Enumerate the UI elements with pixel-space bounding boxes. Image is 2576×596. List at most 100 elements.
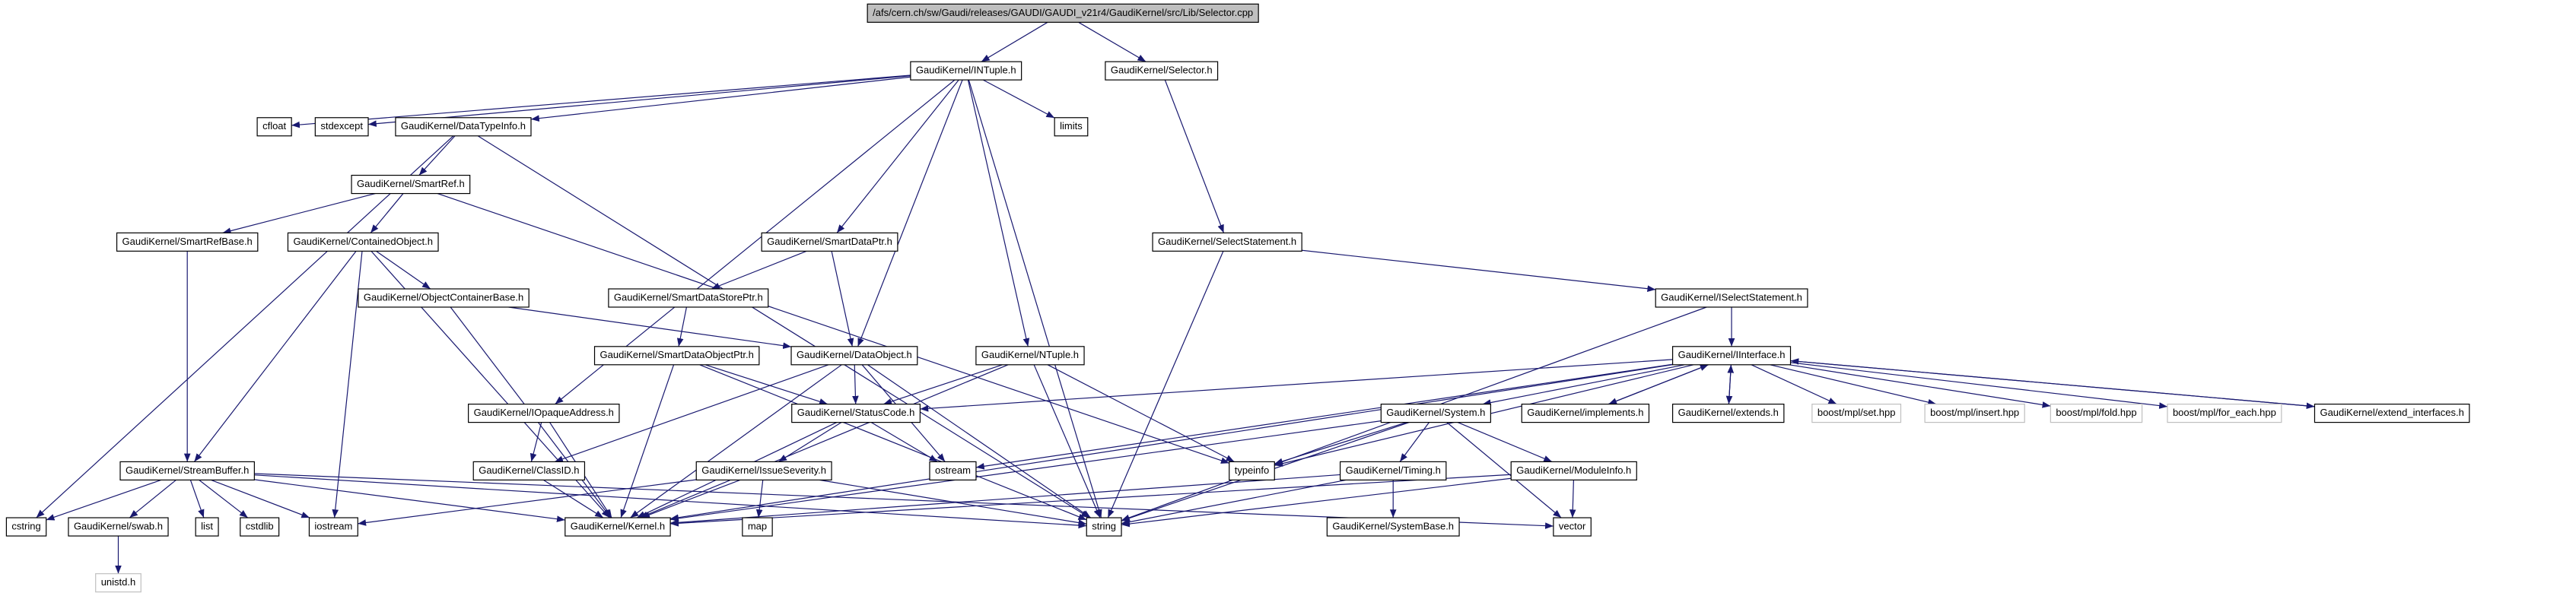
file-node[interactable]: GaudiKernel/NTuple.h <box>975 346 1085 366</box>
node-label: /afs/cern.ch/sw/Gaudi/releases/GAUDI/GAU… <box>873 7 1253 18</box>
include-edge <box>530 76 911 122</box>
file-node[interactable]: GaudiKernel/SmartDataPtr.h <box>761 232 898 252</box>
node-box <box>695 461 832 481</box>
include-edge <box>291 74 911 128</box>
file-node[interactable]: GaudiKernel/ModuleInfo.h <box>1510 461 1637 481</box>
node-box <box>910 61 1022 81</box>
node-box <box>1655 288 1808 308</box>
file-node[interactable]: unistd.h <box>95 573 142 593</box>
file-node[interactable]: GaudiKernel/IOpaqueAddress.h <box>468 404 620 423</box>
file-node[interactable]: iostream <box>308 517 358 537</box>
include-edge <box>477 135 1090 518</box>
include-edge <box>554 364 829 462</box>
file-node[interactable]: GaudiKernel/extends.h <box>1671 404 1785 423</box>
include-edge <box>867 364 1091 518</box>
node-box <box>2050 404 2143 423</box>
file-node[interactable]: GaudiKernel/ISelectStatement.h <box>1655 288 1808 308</box>
file-node[interactable]: boost/mpl/set.hpp <box>1811 404 1902 423</box>
file-node[interactable]: GaudiKernel/Timing.h <box>1339 461 1447 481</box>
node-box <box>1510 461 1637 481</box>
include-edge <box>1457 422 1553 462</box>
file-node[interactable]: boost/mpl/fold.hpp <box>2050 404 2143 423</box>
file-node[interactable]: GaudiKernel/SystemBase.h <box>1326 517 1460 537</box>
file-node[interactable]: GaudiKernel/SmartRefBase.h <box>116 232 259 252</box>
include-edge <box>1121 479 1347 525</box>
file-node[interactable]: GaudiKernel/SmartDataObjectPtr.h <box>593 346 760 366</box>
node-box <box>351 174 471 195</box>
include-edge <box>1399 422 1430 462</box>
node-label: cstring <box>11 520 40 531</box>
node-label: GaudiKernel/extends.h <box>1678 407 1779 418</box>
file-node[interactable]: GaudiKernel/SelectStatement.h <box>1152 232 1302 252</box>
file-node[interactable]: map <box>742 517 773 537</box>
file-node[interactable]: GaudiKernel/StreamBuffer.h <box>119 461 255 481</box>
node-box <box>95 573 142 593</box>
include-edge <box>189 480 205 518</box>
file-node[interactable]: GaudiKernel/IssueSeverity.h <box>695 461 832 481</box>
file-node[interactable]: GaudiKernel/DataObject.h <box>790 346 918 366</box>
include-edge <box>1078 21 1146 62</box>
file-node[interactable]: GaudiKernel/ContainedObject.h <box>287 232 439 252</box>
include-edge <box>982 79 1055 119</box>
file-node[interactable]: GaudiKernel/Selector.h <box>1105 61 1219 81</box>
node-label: GaudiKernel/SmartRefBase.h <box>122 236 253 247</box>
file-node[interactable]: /afs/cern.ch/sw/Gaudi/releases/GAUDI/GAU… <box>867 3 1259 23</box>
file-node[interactable]: GaudiKernel/System.h <box>1380 404 1491 423</box>
node-box <box>68 517 169 537</box>
node-label: boost/mpl/set.hpp <box>1818 407 1896 418</box>
file-node[interactable]: GaudiKernel/swab.h <box>68 517 169 537</box>
file-node[interactable]: GaudiKernel/StatusCode.h <box>791 404 921 423</box>
include-edge <box>620 364 675 518</box>
file-node[interactable]: GaudiKernel/Kernel.h <box>564 517 671 537</box>
file-node[interactable]: limits <box>1054 117 1089 137</box>
file-node[interactable]: typeinfo <box>1229 461 1275 481</box>
file-node[interactable]: list <box>195 517 219 537</box>
include-edge <box>358 479 697 526</box>
include-edge <box>1121 477 1512 528</box>
file-node[interactable]: boost/mpl/insert.hpp <box>1924 404 2025 423</box>
include-edge <box>367 75 911 127</box>
node-box <box>119 461 255 481</box>
include-edge <box>630 364 842 518</box>
file-node[interactable]: vector <box>1553 517 1592 537</box>
file-node[interactable]: GaudiKernel/DataTypeInfo.h <box>395 117 532 137</box>
file-node[interactable]: GaudiKernel/INTuple.h <box>910 61 1022 81</box>
file-node[interactable]: stdexcept <box>314 117 369 137</box>
include-edge <box>755 480 764 518</box>
include-edge <box>193 250 357 462</box>
include-edge <box>670 474 1512 527</box>
file-node[interactable]: ostream <box>929 461 977 481</box>
node-label: GaudiKernel/SmartDataObjectPtr.h <box>600 349 754 360</box>
file-node[interactable]: string <box>1086 517 1122 537</box>
include-edge <box>1302 249 1656 293</box>
node-box <box>256 117 292 137</box>
file-node[interactable]: GaudiKernel/implements.h <box>1521 404 1650 423</box>
node-box <box>1924 404 2025 423</box>
file-node[interactable]: cfloat <box>256 117 292 137</box>
node-label: GaudiKernel/DataTypeInfo.h <box>401 120 526 132</box>
node-label: GaudiKernel/Kernel.h <box>571 520 665 531</box>
file-node[interactable]: GaudiKernel/SmartDataStorePtr.h <box>608 288 769 308</box>
include-edge <box>129 479 177 518</box>
node-box <box>287 232 439 252</box>
file-node[interactable]: GaudiKernel/ClassID.h <box>472 461 586 481</box>
node-box <box>929 461 977 481</box>
include-edge <box>254 479 565 522</box>
file-node[interactable]: GaudiKernel/SmartRef.h <box>351 174 471 195</box>
node-label: GaudiKernel/swab.h <box>74 520 163 531</box>
node-label: GaudiKernel/ModuleInfo.h <box>1516 464 1631 476</box>
include-edge <box>639 364 1009 518</box>
include-edge <box>1608 364 1709 405</box>
node-box <box>472 461 586 481</box>
include-edge <box>836 79 959 233</box>
node-box <box>468 404 620 423</box>
file-node[interactable]: cstdlib <box>240 517 280 537</box>
file-node[interactable]: cstring <box>5 517 47 537</box>
node-label: GaudiKernel/extend_interfaces.h <box>2320 407 2463 418</box>
include-edge <box>1770 364 1937 406</box>
file-node[interactable]: GaudiKernel/ObjectContainerBase.h <box>358 288 530 308</box>
file-node[interactable]: GaudiKernel/IInterface.h <box>1671 346 1792 366</box>
file-node[interactable]: GaudiKernel/extend_interfaces.h <box>2314 404 2470 423</box>
file-node[interactable]: boost/mpl/for_each.hpp <box>2167 404 2282 423</box>
